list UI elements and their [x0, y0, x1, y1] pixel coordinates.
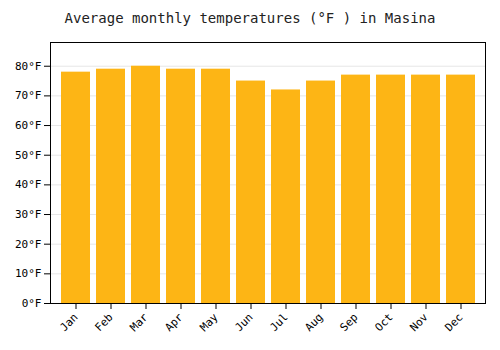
svg-text:Jun: Jun: [232, 311, 255, 334]
svg-text:Feb: Feb: [92, 311, 115, 334]
svg-text:80°F: 80°F: [15, 60, 42, 73]
svg-text:20°F: 20°F: [15, 238, 42, 251]
svg-text:10°F: 10°F: [15, 267, 42, 280]
svg-text:60°F: 60°F: [15, 119, 42, 132]
svg-text:Nov: Nov: [407, 310, 431, 334]
svg-text:30°F: 30°F: [15, 208, 42, 221]
svg-text:40°F: 40°F: [15, 178, 42, 191]
svg-text:Sep: Sep: [337, 311, 360, 334]
svg-text:Dec: Dec: [442, 311, 465, 334]
svg-text:0°F: 0°F: [22, 297, 42, 310]
svg-text:Mar: Mar: [127, 310, 151, 334]
svg-text:Oct: Oct: [372, 311, 395, 334]
html-text:Average monthly temperatures (: Average monthly temperatures (°F ) in Ma…: [64, 10, 436, 26]
svg-text:Jan: Jan: [57, 311, 80, 334]
svg-text:50°F: 50°F: [15, 149, 42, 162]
svg-text:Apr: Apr: [162, 310, 186, 334]
svg-text:Jul: Jul: [267, 311, 290, 334]
svg-text:70°F: 70°F: [15, 89, 42, 102]
svg-text:May: May: [197, 310, 221, 334]
svg-text:Aug: Aug: [302, 311, 325, 334]
